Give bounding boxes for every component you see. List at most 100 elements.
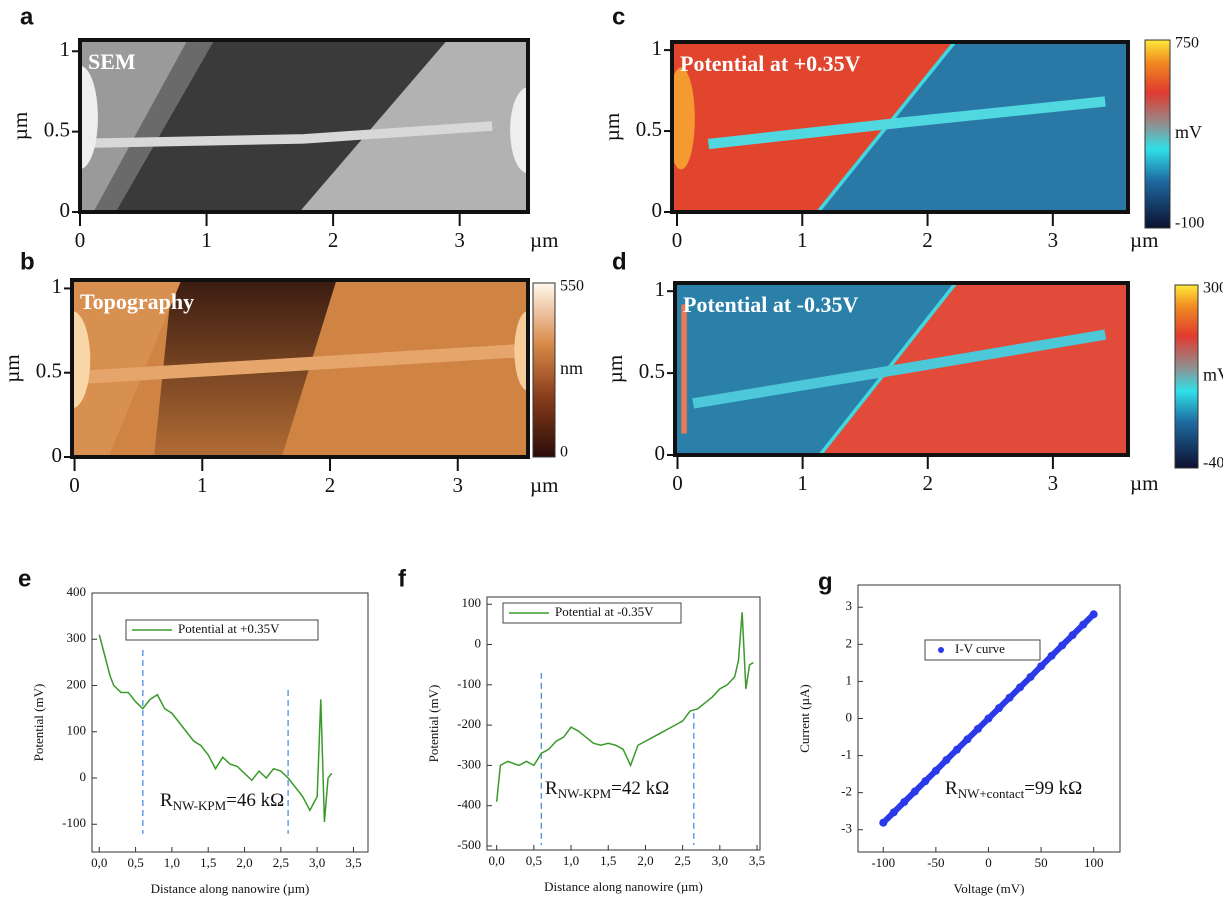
x-tick-label: 0,5: [127, 855, 143, 870]
colorbar: [532, 282, 556, 458]
image-frame: [670, 40, 1130, 214]
plot-frame: [486, 596, 761, 851]
colorbar: [1144, 39, 1171, 229]
annotation-main: R: [545, 778, 558, 799]
y-tick-label: 400: [67, 584, 87, 599]
legend-label: I-V curve: [955, 641, 1005, 656]
panel-title: Topography: [80, 289, 194, 314]
x-unit: µm: [1130, 228, 1158, 252]
y-tick-label: 1: [60, 37, 71, 61]
colorbar-max: 300: [1203, 280, 1223, 297]
annotation-rest: =42 kΩ: [611, 778, 669, 799]
y-tick-label: 0: [60, 198, 71, 222]
x-tick-label: 1: [797, 471, 808, 495]
colorbar-min: -100: [1175, 215, 1204, 232]
panel-title: SEM: [88, 49, 136, 74]
x-tick-label: 2: [328, 228, 339, 252]
x-axis-label: Distance along nanowire (µm): [544, 879, 703, 894]
y-tick-label: -400: [457, 797, 481, 812]
legend-label: Potential at -0.35V: [555, 604, 654, 619]
y-tick-label: 2: [846, 635, 853, 650]
annotation: RNW-KPM=42 kΩ: [545, 778, 669, 801]
panel-title: Potential at -0.35V: [683, 292, 858, 317]
x-tick-label: 1,0: [164, 855, 180, 870]
legend-swatch: [938, 647, 944, 653]
annotation-rest: =46 kΩ: [226, 790, 284, 811]
y-tick-label: 1: [846, 672, 853, 687]
y-tick-label: 0: [475, 636, 482, 651]
x-tick-label: 0,5: [526, 853, 542, 868]
data-line: [881, 612, 1096, 825]
annotation-rest: =99 kΩ: [1024, 778, 1082, 799]
topography-image: [72, 280, 528, 457]
y-tick-label: 0.5: [639, 359, 665, 383]
legend-box: [924, 639, 1041, 661]
panel-letter: e: [18, 565, 31, 592]
y-tick-label: -500: [457, 837, 481, 852]
x-tick-label: 2,0: [236, 855, 252, 870]
potential-plus-image: [672, 42, 1128, 212]
x-tick-label: 1,0: [563, 853, 579, 868]
x-tick-label: 3,5: [749, 853, 765, 868]
colorbar-unit: nm: [560, 358, 583, 378]
x-tick-label: 1: [201, 228, 212, 252]
x-tick-label: 3: [454, 228, 465, 252]
y-axis-label: Potential (mV): [426, 685, 441, 763]
x-tick-label: 2,0: [637, 853, 653, 868]
x-tick-label: 3,0: [712, 853, 728, 868]
x-tick-label: 1: [197, 473, 208, 497]
y-tick-label: 1: [52, 274, 63, 298]
y-tick-label: 200: [67, 676, 87, 691]
y-tick-label: -100: [457, 676, 481, 691]
annotation: RNW-KPM=46 kΩ: [160, 790, 284, 813]
y-tick-label: -100: [62, 815, 86, 830]
x-tick-label: 3,0: [309, 855, 325, 870]
annotation-sub: NW-KPM: [173, 798, 227, 813]
x-tick-label: 0: [672, 471, 683, 495]
x-tick-label: 0: [69, 473, 80, 497]
y-unit: µm: [603, 355, 627, 383]
x-tick-label: -100: [871, 855, 895, 870]
y-tick-label: 0: [652, 198, 663, 222]
y-tick-label: 0.5: [636, 117, 662, 141]
x-tick-label: -50: [927, 855, 944, 870]
y-tick-label: -2: [841, 784, 852, 799]
image-frame: [78, 38, 530, 214]
x-tick-label: 2: [923, 471, 934, 495]
x-unit: µm: [530, 228, 558, 252]
x-tick-label: 3,5: [345, 855, 361, 870]
x-tick-label: 0,0: [91, 855, 107, 870]
colorbar-unit: mV: [1175, 122, 1202, 142]
panel-letter: g: [818, 568, 833, 595]
y-tick-label: 3: [846, 598, 853, 613]
x-tick-label: 1,5: [200, 855, 216, 870]
y-axis-label: Current (µA): [797, 684, 812, 753]
x-tick-label: 2: [922, 228, 933, 252]
y-tick-label: 0: [846, 709, 853, 724]
y-tick-label: 0.5: [36, 359, 62, 383]
potential-minus-image: [675, 283, 1128, 455]
y-tick-label: -1: [841, 747, 852, 762]
panel-letter: c: [612, 3, 625, 30]
y-unit: µm: [0, 354, 24, 382]
y-tick-label: 100: [67, 723, 87, 738]
legend-label: Potential at +0.35V: [178, 621, 280, 636]
sem-image: [80, 40, 528, 212]
annotation: RNW+contact=99 kΩ: [945, 778, 1082, 801]
x-tick-label: 0: [985, 855, 992, 870]
panel-title: Potential at +0.35V: [680, 51, 861, 76]
y-axis-label: Potential (mV): [31, 684, 46, 762]
y-tick-label: 0.5: [44, 117, 70, 141]
y-unit: µm: [8, 112, 32, 140]
panel-letter: b: [20, 248, 35, 275]
colorbar-max: 750: [1175, 35, 1199, 52]
legend-box: [125, 619, 319, 641]
x-tick-label: 0,0: [489, 853, 505, 868]
data-line: [495, 612, 754, 802]
annotation-sub: NW-KPM: [558, 786, 612, 801]
data-line: [98, 634, 333, 822]
x-axis-label: Distance along nanowire (µm): [151, 881, 310, 896]
x-tick-label: 1,5: [600, 853, 616, 868]
x-tick-label: 0: [75, 228, 86, 252]
